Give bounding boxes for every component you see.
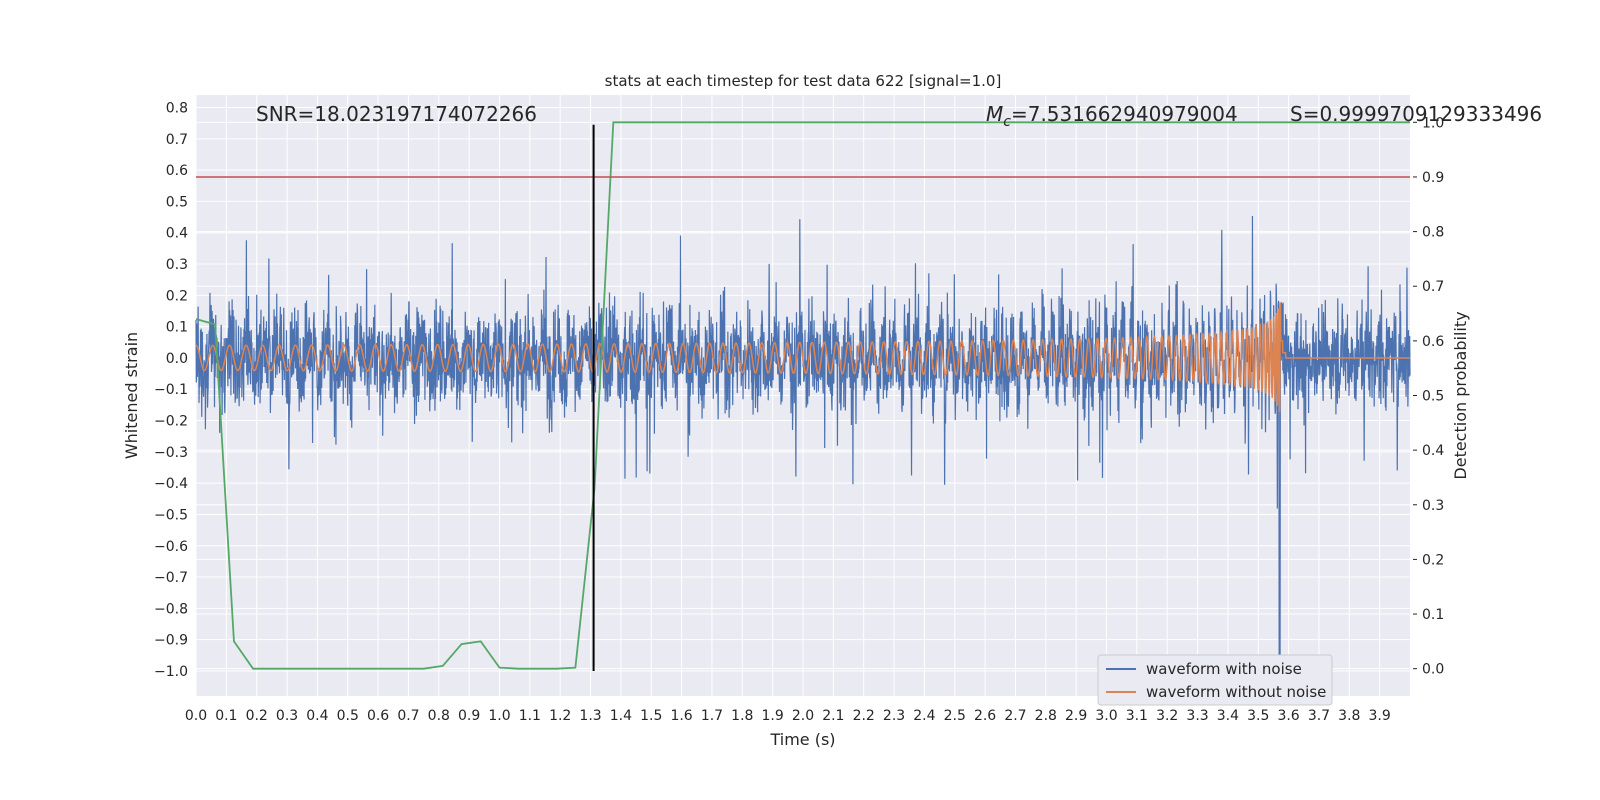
x-tick-label: 1.7 (701, 708, 723, 724)
probability-series-line (195, 121, 1410, 670)
x-tick-label: 0.2 (246, 708, 268, 724)
x-tick-label: 1.8 (731, 708, 753, 724)
chirp-mass-symbol: M (986, 102, 1003, 126)
x-tick-label: 1.6 (670, 708, 692, 724)
x-tick-label: 3.0 (1095, 708, 1117, 724)
y-right-tick-label: 1.0 (1422, 115, 1444, 131)
y-right-tick-label: 0.6 (1422, 334, 1444, 350)
x-tick-label: 2.0 (792, 708, 814, 724)
waveform-without-noise (195, 302, 1410, 412)
x-tick-label: 0.6 (367, 708, 389, 724)
x-axis-label: Time (s) (769, 730, 835, 749)
x-tick-label: 3.7 (1308, 708, 1330, 724)
y-right-tick-label: 0.8 (1422, 225, 1444, 241)
x-tick-label: 1.3 (579, 708, 601, 724)
x-tick-label: 1.5 (640, 708, 662, 724)
y-tick-label: 0.0 (166, 351, 188, 367)
x-tick-label: 0.7 (397, 708, 419, 724)
x-tick-label: 2.8 (1035, 708, 1057, 724)
x-tick-label: 0.9 (458, 708, 480, 724)
y-tick-label: 0.4 (166, 226, 188, 242)
y-tick-label: −0.8 (154, 601, 188, 617)
y-tick-label: 0.1 (166, 320, 188, 336)
x-tick-label: 3.6 (1277, 708, 1299, 724)
y-tick-label: 0.3 (166, 257, 188, 273)
x-tick-label: 0.5 (337, 708, 359, 724)
x-tick-label: 2.5 (944, 708, 966, 724)
x-tick-label: 3.5 (1247, 708, 1269, 724)
chirp-mass-subscript: c (1003, 114, 1011, 130)
x-tick-label: 3.2 (1156, 708, 1178, 724)
x-tick-label: 0.1 (215, 708, 237, 724)
x-tick-label: 3.8 (1338, 708, 1360, 724)
x-tick-label: 1.0 (488, 708, 510, 724)
y-axis-label: Whitened strain (122, 332, 141, 459)
x-tick-label: 2.6 (974, 708, 996, 724)
x-tick-label: 2.7 (1004, 708, 1026, 724)
grid (195, 95, 1410, 696)
y-tick-label: −1.0 (154, 664, 188, 680)
y-right-tick-label: 0.9 (1422, 170, 1444, 186)
x-tick-label: 3.3 (1186, 708, 1208, 724)
snr-annotation: SNR=18.023197174072266 (256, 102, 537, 126)
x-tick-label: 0.0 (185, 708, 207, 724)
y-right-tick-label: 0.4 (1422, 443, 1444, 459)
y-tick-label: −0.7 (154, 570, 188, 586)
y-tick-label: −0.1 (154, 382, 188, 398)
chirp-mass-value: =7.531662940979004 (1011, 102, 1238, 126)
y-right-tick-label: 0.5 (1422, 389, 1444, 405)
x-tick-label: 2.4 (913, 708, 935, 724)
x-tick-label: 1.2 (549, 708, 571, 724)
y-right-tick-label: 0.7 (1422, 279, 1444, 295)
legend-label-clean: waveform without noise (1146, 683, 1326, 701)
chirp-mass-annotation: Mc=7.531662940979004 (986, 102, 1238, 130)
y-tick-label: 0.7 (166, 132, 188, 148)
y-tick-label: 0.2 (166, 288, 188, 304)
y-tick-label: 0.8 (166, 101, 188, 117)
reference-lines (196, 124, 1410, 671)
x-tick-label: 2.3 (883, 708, 905, 724)
legend-label-noise: waveform with noise (1146, 660, 1302, 678)
detection-probability (195, 121, 1410, 670)
y-right-tick-label: 0.2 (1422, 552, 1444, 568)
clean-series-line (195, 302, 1410, 412)
x-tick-label: 0.8 (428, 708, 450, 724)
x-tick-label: 2.1 (822, 708, 844, 724)
x-tick-label: 3.1 (1126, 708, 1148, 724)
y-right-tick-label: 0.1 (1422, 607, 1444, 623)
y-axis-right-label: Detection probability (1451, 311, 1470, 479)
legend-box (1097, 654, 1333, 706)
x-tick-label: 0.3 (276, 708, 298, 724)
x-tick-label: 0.4 (306, 708, 328, 724)
x-tick-label: 3.9 (1369, 708, 1391, 724)
y-tick-label: 0.6 (166, 163, 188, 179)
score-annotation: S=0.9999709129333496 (1290, 102, 1542, 126)
x-tick-label: 2.2 (853, 708, 875, 724)
y-tick-label: −0.6 (154, 539, 188, 555)
y-right-tick-label: 0.0 (1422, 662, 1444, 678)
x-tick-label: 1.4 (610, 708, 632, 724)
legend: waveform with noise waveform without noi… (1097, 654, 1333, 706)
y-tick-label: −0.9 (154, 633, 188, 649)
x-tick-label: 1.1 (519, 708, 541, 724)
x-tick-label: 2.9 (1065, 708, 1087, 724)
chart-title: stats at each timestep for test data 622… (605, 72, 1002, 90)
ticks: 0.0 0.1 0.2 0.3 0.4 0.5 0.6 0.7 0.8 0.9 1.0 1.1 1.2 1… (154, 101, 1444, 724)
y-tick-label: 0.5 (166, 194, 188, 210)
y-right-tick-label: 0.3 (1422, 498, 1444, 514)
y-tick-label: −0.5 (154, 507, 188, 523)
y-tick-label: −0.2 (154, 414, 188, 430)
x-tick-label: 1.9 (762, 708, 784, 724)
y-tick-label: −0.4 (154, 476, 188, 492)
x-tick-label: 3.4 (1217, 708, 1239, 724)
y-tick-label: −0.3 (154, 445, 188, 461)
